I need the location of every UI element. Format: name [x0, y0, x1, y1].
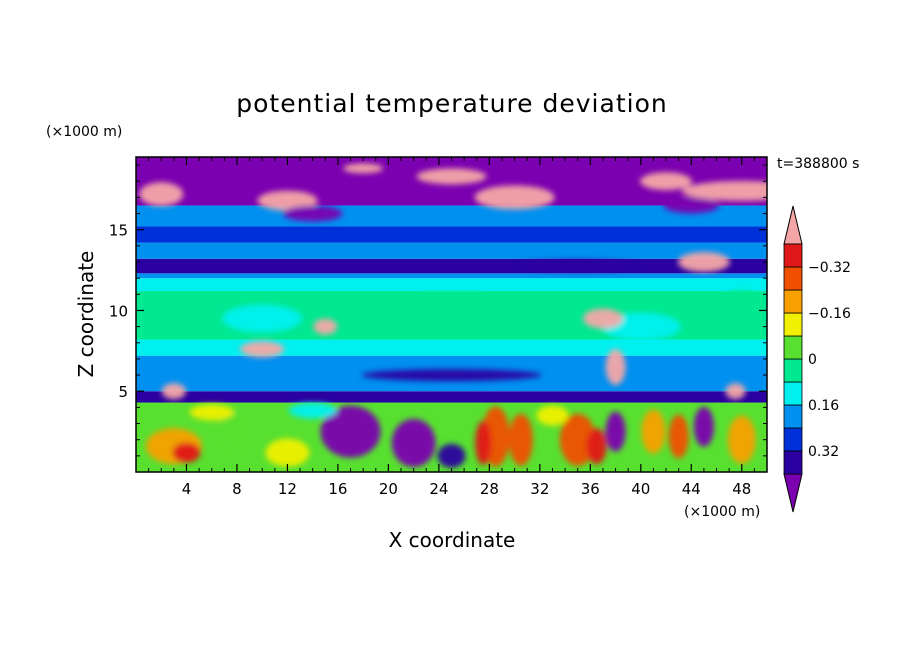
field-cell: [288, 402, 337, 419]
y-tick-label: 5: [118, 383, 128, 401]
field-cell: [391, 418, 436, 467]
time-label: t=388800 s: [777, 156, 859, 172]
x-axis-label: X coordinate: [389, 528, 516, 552]
colorbar-segment: [783, 266, 803, 291]
x-tick-label: 48: [732, 480, 751, 498]
field-cell: [727, 415, 756, 464]
field-cell: [172, 442, 201, 463]
colorbar: 0.32 0.16 0 −0.16 −0.32: [783, 205, 851, 513]
field-cell: [474, 185, 555, 210]
chart-title: potential temperature deviation: [236, 89, 667, 118]
field-cell: [582, 308, 623, 329]
field-band: [136, 258, 767, 274]
field-cell: [257, 190, 318, 211]
field-cell: [559, 413, 596, 466]
x-axis-ticks: 4 8 12 16 20 24 28 32 36 40 44 48: [148, 157, 755, 498]
x-tick-label: 40: [631, 480, 650, 498]
field-cell: [663, 197, 720, 214]
field-cell: [605, 349, 626, 385]
field-cell: [240, 341, 285, 358]
colorbar-segment: [783, 312, 803, 337]
field-cell: [536, 405, 569, 426]
field-cell: [139, 182, 184, 207]
field-cell: [282, 205, 343, 222]
field-cell: [361, 369, 542, 382]
colorbar-label: 0.32: [808, 444, 839, 460]
colorbar-label: −0.32: [808, 260, 851, 276]
field-cell: [677, 252, 730, 272]
colorbar-segment: [783, 404, 803, 429]
x-tick-label: 36: [581, 480, 600, 498]
field-cell: [508, 413, 533, 466]
x-tick-label: 4: [182, 480, 192, 498]
x-tick-label: 28: [480, 480, 499, 498]
colorbar-segment: [783, 335, 803, 360]
field-band: [136, 242, 767, 259]
field-cell: [313, 318, 338, 335]
y-tick-label: 10: [109, 302, 128, 320]
colorbar-segment: [783, 381, 803, 406]
field-cell: [416, 168, 487, 185]
x-unit-label: (×1000 m): [684, 504, 760, 520]
field-cell: [681, 180, 767, 201]
field-cell: [721, 290, 762, 315]
colorbar-label: 0: [808, 352, 817, 368]
x-tick-label: 8: [232, 480, 242, 498]
field-cell: [641, 409, 666, 454]
field-cell: [725, 383, 746, 400]
field-cell: [668, 414, 689, 459]
colorbar-segment: [783, 289, 803, 314]
field-cell: [693, 406, 714, 447]
colorbar-extend-bottom: [783, 473, 803, 513]
field-band: [136, 391, 767, 403]
field-cell: [184, 160, 265, 177]
colorbar-segment: [783, 450, 803, 475]
field-cell: [216, 411, 257, 452]
colorbar-segment: [783, 427, 803, 452]
field-cell: [343, 163, 384, 174]
colorbar-segment: [783, 358, 803, 383]
field-cell: [640, 172, 693, 191]
field-cell: [586, 428, 607, 465]
field-cell: [605, 411, 626, 452]
field-cell: [475, 420, 492, 465]
x-tick-label: 12: [278, 480, 297, 498]
colorbar-extend-top: [783, 205, 803, 245]
field-cell: [161, 383, 186, 400]
field-cell: [189, 404, 234, 421]
field-band: [136, 226, 767, 243]
field-cell: [222, 304, 303, 333]
field-band: [136, 273, 767, 279]
field-cell: [265, 438, 310, 467]
x-tick-label: 20: [379, 480, 398, 498]
colorbar-label: −0.16: [808, 306, 851, 322]
colorbar-segment: [783, 243, 803, 268]
colorbar-label: 0.16: [808, 398, 839, 414]
y-axis-ticks: 5 10 15: [109, 164, 767, 457]
field-structures: [139, 160, 767, 468]
y-tick-label: 15: [109, 222, 128, 240]
field-cell: [381, 292, 522, 329]
x-tick-label: 44: [682, 480, 701, 498]
field-cell: [320, 405, 381, 458]
field-band: [136, 339, 767, 356]
field-cell: [517, 260, 638, 271]
field-cell: [437, 443, 466, 468]
contour-field: [136, 157, 767, 472]
x-tick-label: 24: [429, 480, 448, 498]
x-tick-label: 32: [530, 480, 549, 498]
field-band: [136, 278, 767, 292]
x-tick-label: 16: [328, 480, 347, 498]
y-unit-label: (×1000 m): [46, 124, 122, 140]
y-axis-label: Z coordinate: [74, 251, 98, 378]
